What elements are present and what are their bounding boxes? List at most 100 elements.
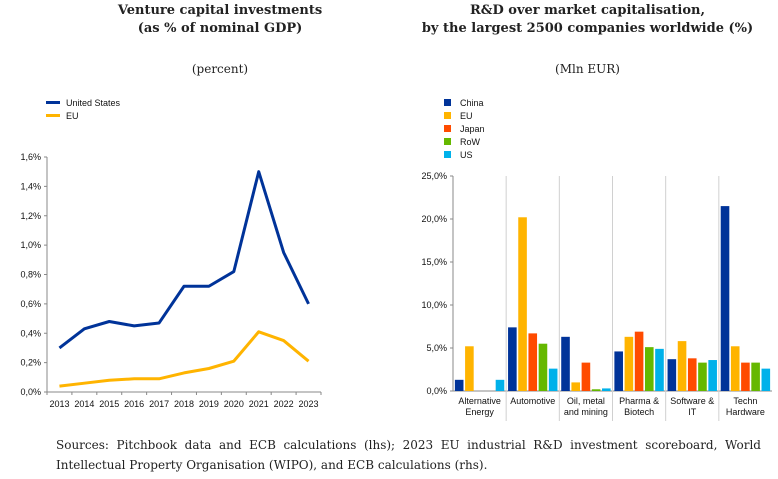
right-x-tick-label: Hardware: [726, 407, 765, 417]
left-y-tick-label: 0,2%: [20, 358, 41, 368]
right-x-tick-label: Pharma &: [619, 396, 659, 406]
legend-swatch: [46, 114, 60, 117]
legend-swatch: [444, 112, 451, 119]
bar-oil-metal-and-mining-japan: [581, 362, 591, 391]
legend-swatch: [444, 99, 451, 106]
right-chart-title-line2: by the largest 2500 companies worldwide …: [421, 21, 754, 36]
left-x-tick-label: 2015: [99, 399, 119, 409]
legend-label: US: [460, 149, 473, 160]
bar-automotive-us: [548, 368, 558, 391]
bar-pharma-biotech-row: [644, 347, 654, 391]
left-x-tick-label: 2023: [299, 399, 319, 409]
bar-alternative-energy-china: [454, 379, 464, 391]
left-y-tick-label: 1,6%: [20, 152, 41, 162]
legend-label: EU: [460, 110, 473, 121]
bar-pharma-biotech-us: [655, 348, 664, 391]
bar-alternative-energy-eu: [465, 346, 474, 391]
legend-swatch: [444, 151, 451, 158]
bar-techn-hardware-china: [720, 206, 730, 391]
right-x-tick-label: Alternative: [458, 396, 501, 406]
line-series-united-states: [58, 170, 310, 350]
right-x-tick-label: Software &: [670, 396, 714, 406]
sources-footnote: Sources: Pitchbook data and ECB calculat…: [56, 438, 761, 472]
right-y-tick-label: 25,0%: [421, 171, 447, 181]
bar-techn-hardware-us: [761, 368, 771, 391]
legend-label: United States: [66, 97, 121, 108]
left-y-tick-label: 1,4%: [20, 181, 41, 191]
bar-techn-hardware-eu: [730, 346, 740, 391]
bar-software-it-china: [667, 359, 677, 391]
right-y-tick-label: 5,0%: [426, 343, 447, 353]
bar-software-it-row: [698, 362, 707, 391]
left-x-tick-label: 2013: [49, 399, 69, 409]
legend-swatch: [46, 101, 60, 104]
right-x-tick-label: Oil, metal: [567, 396, 605, 406]
left-chart-title-line2: (as % of nominal GDP): [137, 21, 303, 36]
left-y-tick-label: 0,4%: [20, 328, 41, 338]
left-y-tick-label: 1,2%: [20, 211, 41, 221]
right-y-tick-label: 15,0%: [421, 257, 447, 267]
bar-techn-hardware-japan: [741, 362, 750, 391]
legend-label: China: [460, 97, 484, 108]
legend-item-japan: Japan: [444, 122, 485, 135]
right-x-tick-label: and mining: [564, 407, 608, 417]
bar-pharma-biotech-japan: [634, 331, 644, 391]
right-y-tick-label: 20,0%: [421, 214, 447, 224]
right-chart-title-line1: R&D over market capitalisation,: [469, 3, 706, 18]
left-x-tick-label: 2018: [174, 399, 194, 409]
left-x-tick-label: 2019: [199, 399, 219, 409]
legend-item-us: US: [444, 148, 485, 161]
bar-software-it-eu: [677, 341, 687, 391]
left-x-tick-label: 2022: [274, 399, 294, 409]
legend-swatch: [444, 125, 451, 132]
bar-alternative-energy-us: [495, 379, 505, 391]
right-y-tick-label: 0,0%: [426, 386, 447, 396]
bar-automotive-row: [538, 343, 548, 391]
legend-label: Japan: [460, 123, 485, 134]
bar-software-it-us: [708, 360, 717, 391]
charts-canvas: 0,0% 0,2% 0,4% 0,6% 0,8% 1,0% 1,2% 1,4% 1,6% 2013…: [20, 152, 772, 421]
left-x-tick-label: 2021: [249, 399, 269, 409]
legend-item-row: RoW: [444, 135, 485, 148]
right-chart-legend: China EU Japan RoW US: [444, 96, 485, 161]
left-chart-legend: United States EU: [46, 96, 120, 122]
right-x-tick-label: IT: [688, 407, 697, 417]
left-y-tick-label: 1,0%: [20, 240, 41, 250]
left-y-tick-label: 0,6%: [20, 299, 41, 309]
legend-item-united-states: United States: [46, 96, 120, 109]
right-x-tick-label: Biotech: [624, 407, 654, 417]
bar-pharma-biotech-eu: [624, 336, 634, 391]
right-x-tick-label: Automotive: [510, 396, 555, 406]
left-x-tick-label: 2020: [224, 399, 244, 409]
left-y-tick-label: 0,0%: [20, 387, 41, 397]
bar-techn-hardware-row: [751, 362, 760, 391]
bar-automotive-china: [508, 327, 517, 391]
legend-swatch: [444, 138, 451, 145]
legend-item-eu: EU: [444, 109, 485, 122]
bar-automotive-eu: [518, 217, 527, 391]
left-x-tick-label: 2014: [74, 399, 94, 409]
right-chart-unit: (Mln EUR): [555, 62, 620, 76]
left-chart-title-line1: Venture capital investments: [117, 3, 323, 18]
legend-item-china: China: [444, 96, 485, 109]
line-series-eu: [59, 330, 310, 388]
bar-oil-metal-and-mining-us: [602, 388, 611, 391]
left-x-tick-label: 2016: [124, 399, 144, 409]
right-x-tick-label: Techn: [733, 396, 757, 406]
legend-item-eu: EU: [46, 109, 120, 122]
right-chart-title: R&D over market capitalisation, by the l…: [400, 2, 775, 38]
right-y-tick-label: 10,0%: [421, 300, 447, 310]
left-x-tick-label: 2017: [149, 399, 169, 409]
left-y-tick-label: 0,8%: [20, 270, 41, 280]
bar-oil-metal-and-mining-eu: [571, 382, 581, 391]
left-chart-unit: (percent): [191, 62, 249, 76]
legend-label: RoW: [460, 136, 480, 147]
bar-automotive-japan: [528, 333, 538, 391]
left-chart-title: Venture capital investments (as % of nom…: [40, 2, 400, 38]
bar-pharma-biotech-china: [614, 351, 623, 391]
bar-software-it-japan: [687, 358, 697, 391]
right-x-tick-label: Energy: [465, 407, 494, 417]
legend-label: EU: [66, 110, 79, 121]
bar-oil-metal-and-mining-china: [561, 336, 570, 391]
bar-oil-metal-and-mining-row: [591, 389, 601, 391]
